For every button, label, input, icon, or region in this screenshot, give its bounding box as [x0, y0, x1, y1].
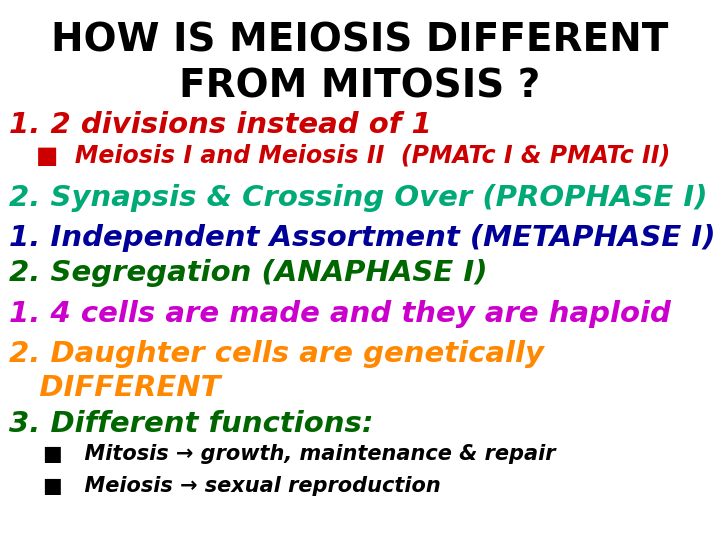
Text: 2. Synapsis & Crossing Over (PROPHASE I): 2. Synapsis & Crossing Over (PROPHASE I)	[9, 184, 707, 212]
Text: ■   Meiosis → sexual reproduction: ■ Meiosis → sexual reproduction	[43, 476, 441, 496]
Text: HOW IS MEIOSIS DIFFERENT: HOW IS MEIOSIS DIFFERENT	[51, 22, 669, 59]
Text: 2. Daughter cells are genetically: 2. Daughter cells are genetically	[9, 340, 544, 368]
Text: 1. Independent Assortment (METAPHASE I): 1. Independent Assortment (METAPHASE I)	[9, 224, 715, 252]
Text: DIFFERENT: DIFFERENT	[9, 374, 220, 402]
Text: 3. Different functions:: 3. Different functions:	[9, 410, 373, 438]
Text: FROM MITOSIS ?: FROM MITOSIS ?	[179, 68, 541, 105]
Text: 1. 2 divisions instead of 1: 1. 2 divisions instead of 1	[9, 111, 431, 139]
Text: ■   Mitosis → growth, maintenance & repair: ■ Mitosis → growth, maintenance & repair	[43, 444, 556, 464]
Text: 1. 4 cells are made and they are haploid: 1. 4 cells are made and they are haploid	[9, 300, 670, 328]
Text: 2. Segregation (ANAPHASE I): 2. Segregation (ANAPHASE I)	[9, 259, 487, 287]
Text: ■  Meiosis I and Meiosis II  (PMATc I & PMATc II): ■ Meiosis I and Meiosis II (PMATc I & PM…	[36, 143, 670, 167]
